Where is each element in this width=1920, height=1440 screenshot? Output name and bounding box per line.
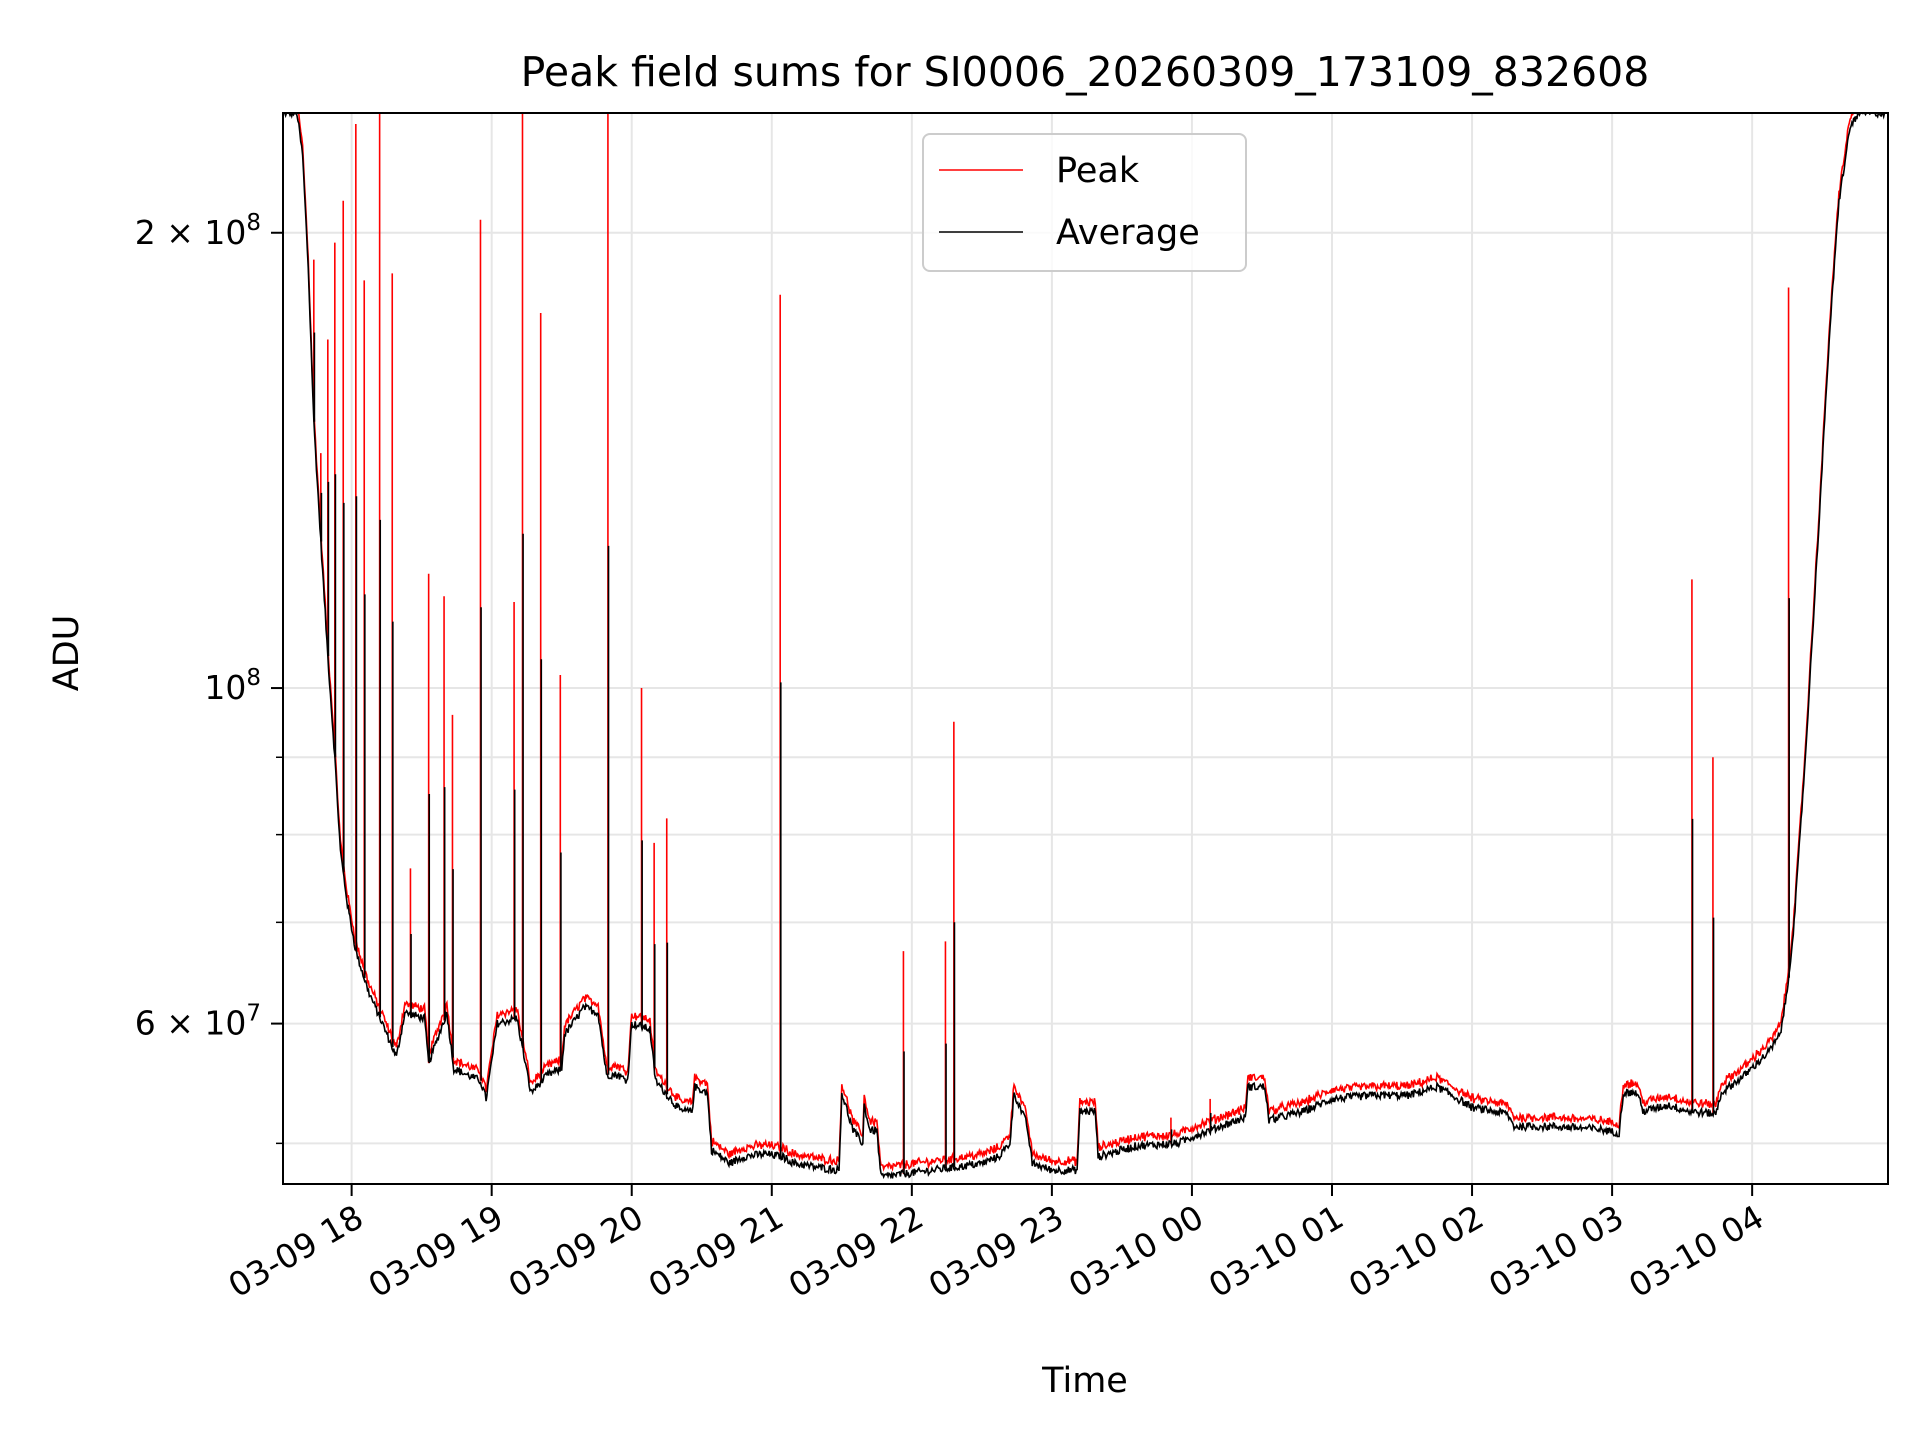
series-layer xyxy=(283,113,1888,1180)
plot-area xyxy=(283,113,1888,1180)
y-tick-label: 6 × 107 xyxy=(135,1001,261,1043)
legend-peak-label: Peak xyxy=(1056,151,1140,191)
legend-box xyxy=(922,133,1247,272)
legend: Peak Average xyxy=(922,133,1247,272)
x-axis-label: Time xyxy=(1041,1361,1128,1401)
y-axis-ticks: 6 × 107 108 2 × 108 xyxy=(135,210,283,1145)
y-axis-label: ADU xyxy=(47,615,87,692)
legend-average-label: Average xyxy=(1056,213,1200,253)
chart-title: Peak field sums for SI0006_20260309_1731… xyxy=(521,48,1650,96)
peak-series-line xyxy=(283,113,1888,1172)
y-tick-label: 2 × 108 xyxy=(135,210,261,252)
axes-frame xyxy=(282,112,1889,1185)
y-tick-label: 108 xyxy=(204,665,261,707)
average-series-line xyxy=(283,113,1888,1180)
